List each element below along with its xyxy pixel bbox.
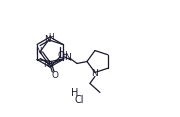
Text: N: N	[44, 60, 50, 69]
Text: N: N	[35, 48, 41, 57]
Text: H: H	[48, 33, 54, 42]
Text: O: O	[58, 51, 65, 60]
Text: Cl: Cl	[74, 95, 84, 105]
Text: H: H	[62, 51, 67, 60]
Text: O: O	[51, 71, 58, 80]
Text: N: N	[44, 35, 50, 44]
Text: N: N	[92, 69, 98, 78]
Text: N: N	[64, 53, 71, 62]
Text: H: H	[71, 88, 79, 98]
